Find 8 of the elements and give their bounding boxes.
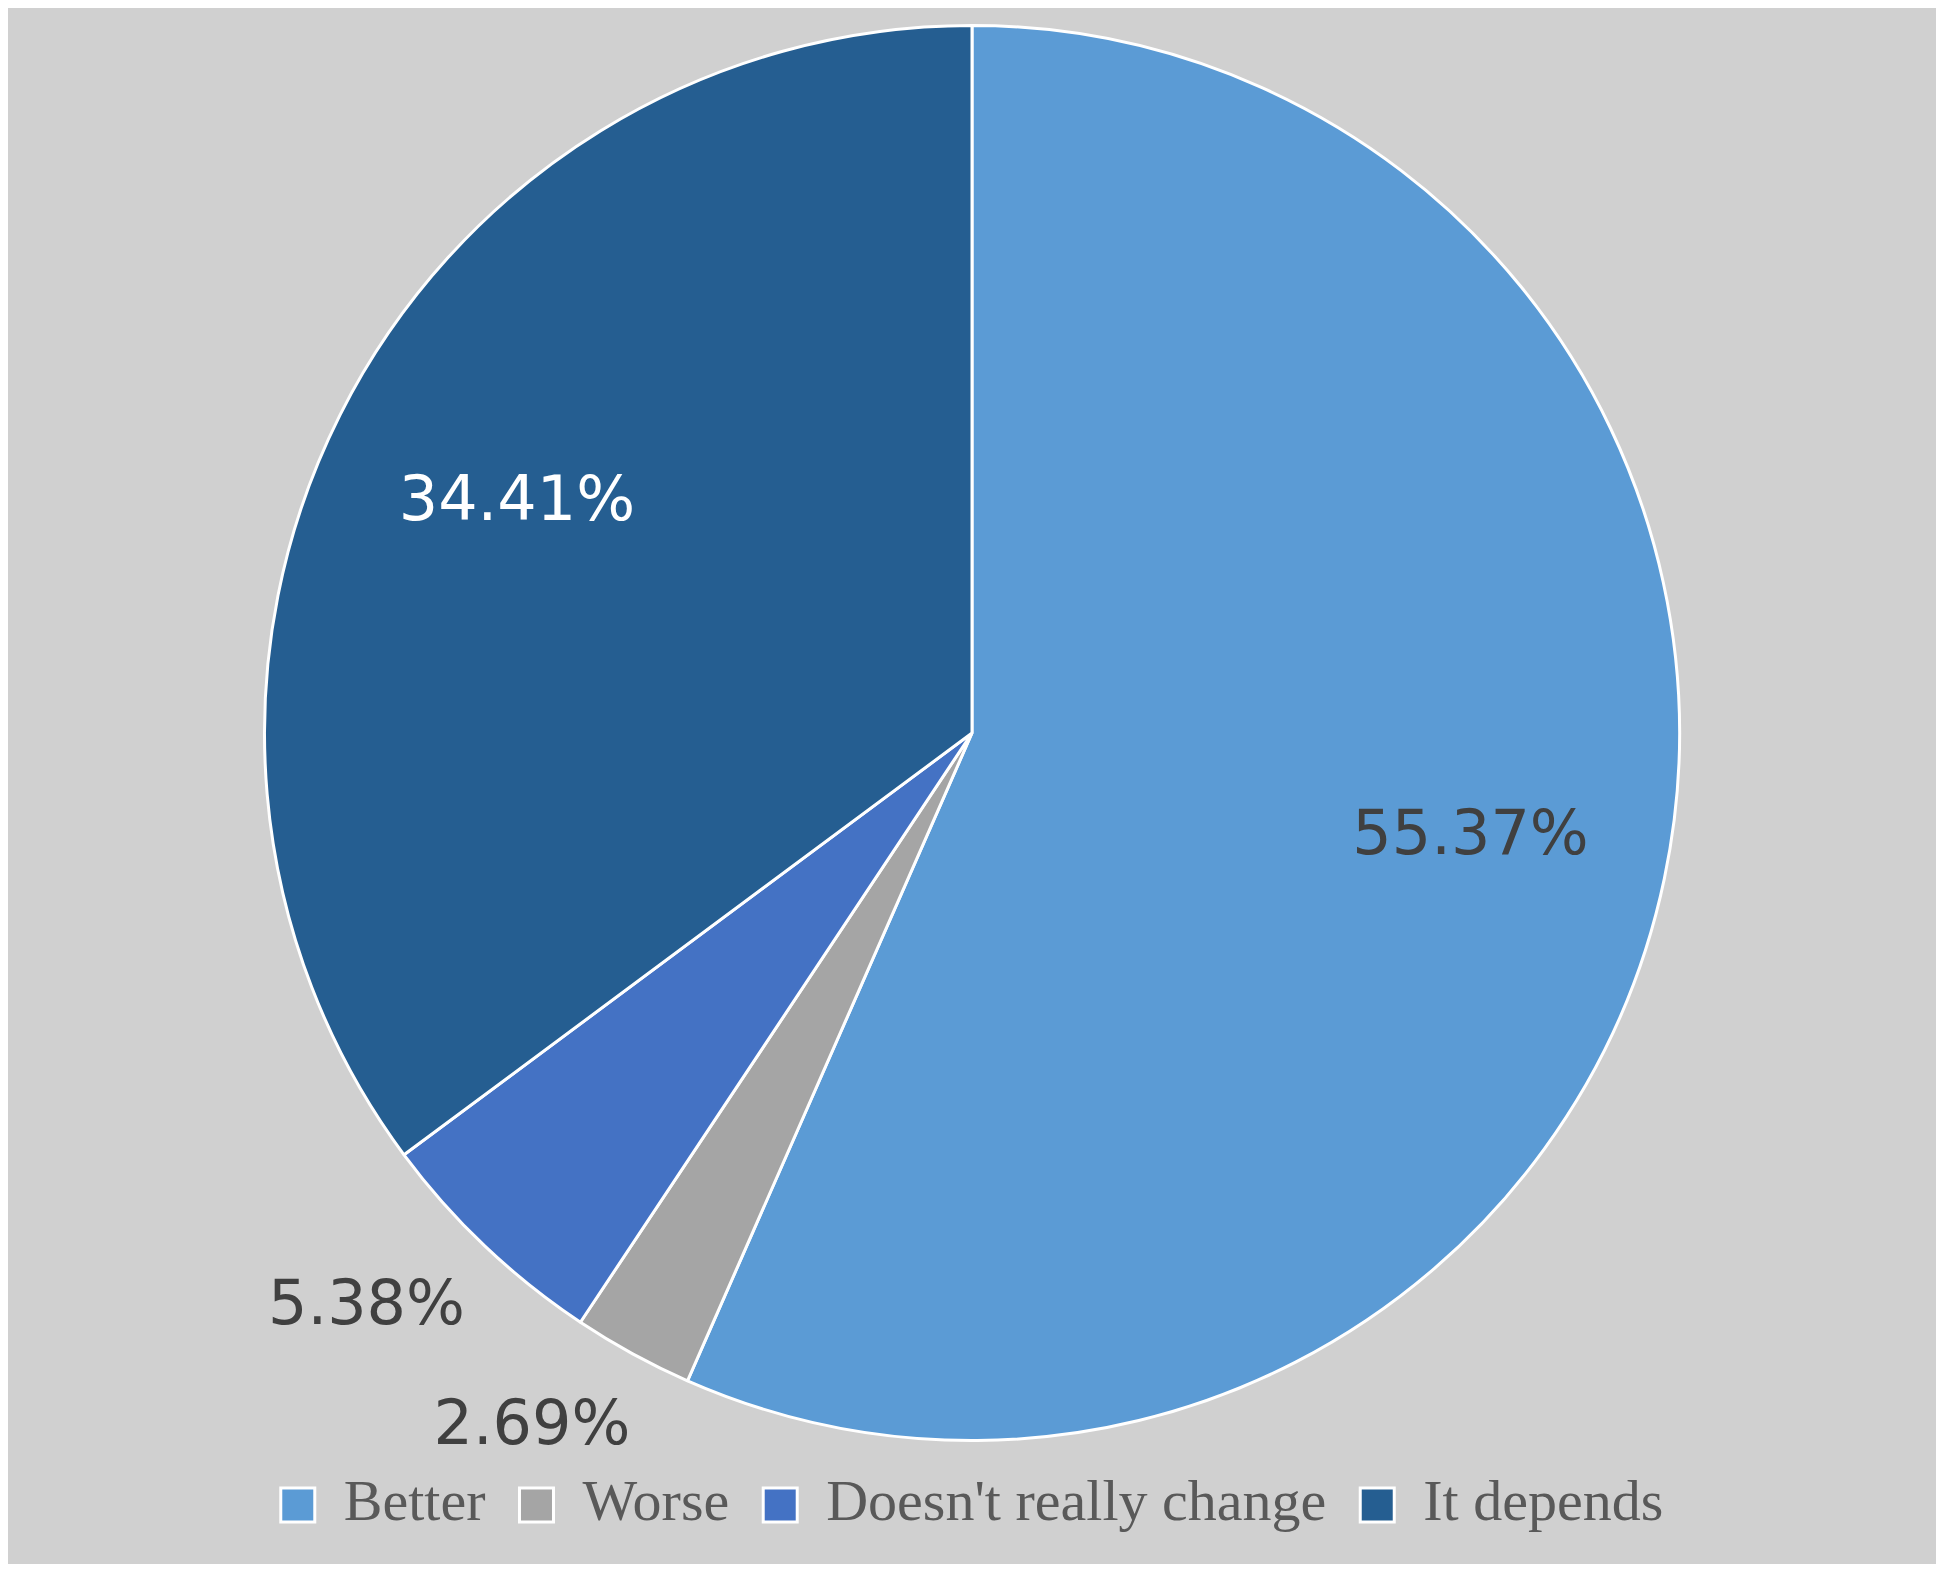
- legend-label: Doesn't really change: [826, 1468, 1327, 1534]
- data-label: 55.37%: [1352, 795, 1589, 869]
- data-label: 34.41%: [398, 462, 636, 536]
- data-label: 5.38%: [268, 1265, 465, 1339]
- legend-label: It depends: [1423, 1468, 1664, 1534]
- data-label: 2.69%: [433, 1386, 631, 1460]
- legend-label: Worse: [582, 1468, 730, 1534]
- legend-label: Better: [343, 1468, 486, 1534]
